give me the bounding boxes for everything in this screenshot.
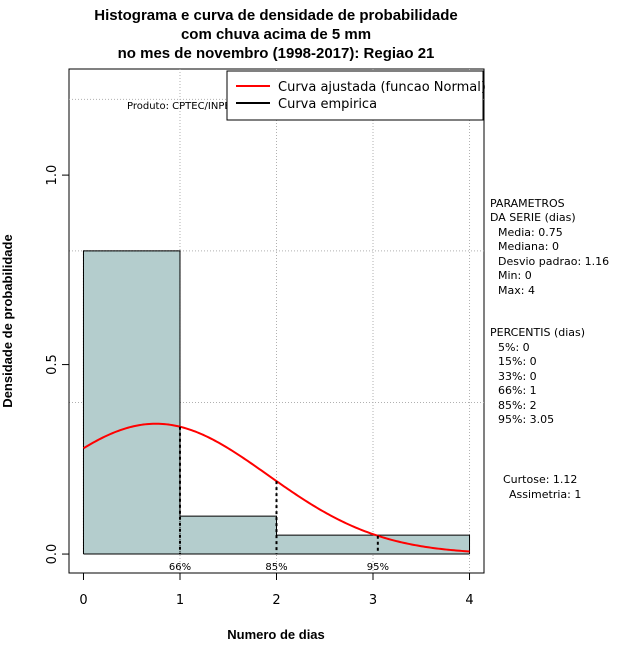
x-tick-label-1: 1 <box>176 593 184 608</box>
percentil-95: 95%: 3.05 <box>498 413 554 426</box>
chart-title-line-3: no mes de novembro (1998-2017): Regiao 2… <box>118 45 435 62</box>
first-bar-outline <box>82 250 180 555</box>
y-tick-label-2: 1.0 <box>45 165 60 186</box>
x-tick-label-0: 0 <box>79 593 87 608</box>
percentile-label-2: 95% <box>367 562 389 573</box>
y-axis: 0.0 0.5 1.0 <box>45 165 70 565</box>
legend-empirical-label: Curva empirica <box>278 97 377 112</box>
legend: Curva ajustada (funcao Normal) Curva emp… <box>226 70 486 121</box>
percentile-markers: 66% 85% 95% <box>169 426 389 573</box>
percentis-title: PERCENTIS (dias) <box>490 326 585 339</box>
histogram-bar-0 <box>83 250 180 555</box>
percentile-label-1: 85% <box>265 562 287 573</box>
y-tick-label-0: 0.0 <box>45 544 60 565</box>
param-mediana: Mediana: 0 <box>498 240 559 253</box>
percentil-33: 33%: 0 <box>498 370 537 383</box>
x-axis: 0 1 2 3 4 <box>79 572 474 608</box>
chart-title-line-2: com chuva acima de 5 mm <box>181 26 371 43</box>
param-desvio: Desvio padrao: 1.16 <box>498 255 609 268</box>
histogram-bar-1 <box>179 516 277 555</box>
empirical-step-line <box>82 250 471 555</box>
percentil-66: 66%: 1 <box>498 384 537 397</box>
chart-title-line-1: Histograma e curva de densidade de proba… <box>94 7 457 24</box>
legend-box <box>226 70 484 121</box>
percentil-5: 5%: 0 <box>498 341 530 354</box>
curtose: Curtose: 1.12 <box>503 473 577 486</box>
percentile-label-0: 66% <box>169 562 191 573</box>
x-axis-label: Numero de dias <box>227 627 325 642</box>
param-min: Min: 0 <box>498 269 532 282</box>
x-tick-label-3: 3 <box>369 593 377 608</box>
percentil-15: 15%: 0 <box>498 355 537 368</box>
param-max: Max: 4 <box>498 284 535 297</box>
legend-normal-label: Curva ajustada (funcao Normal) <box>278 80 486 95</box>
percentil-85: 85%: 2 <box>498 399 537 412</box>
params-title-2: DA SERIE (dias) <box>490 211 576 224</box>
x-tick-label-2: 2 <box>272 593 280 608</box>
params-title-1: PARAMETROS <box>490 197 565 210</box>
x-tick-label-4: 4 <box>465 593 473 608</box>
assimetria: Assimetria: 1 <box>509 488 581 501</box>
y-tick-label-1: 0.5 <box>45 354 60 375</box>
side-panel: PARAMETROS DA SERIE (dias) Media: 0.75 M… <box>490 197 609 501</box>
product-label: Produto: CPTEC/INPE <box>127 101 231 112</box>
param-media: Media: 0.75 <box>498 226 563 239</box>
histogram-bar-2 <box>276 535 374 555</box>
y-axis-label: Densidade de probabilidade <box>0 234 15 407</box>
